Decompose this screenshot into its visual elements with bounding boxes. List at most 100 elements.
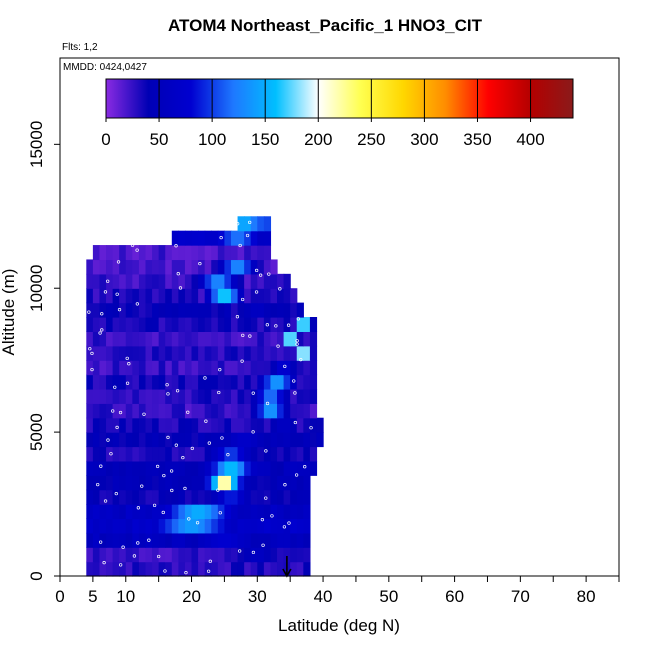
heatmap-cell bbox=[244, 460, 252, 476]
sample-point bbox=[283, 483, 287, 487]
heatmap-cell bbox=[178, 230, 186, 246]
heatmap-cell bbox=[158, 432, 166, 448]
heatmap-cell bbox=[158, 532, 166, 548]
heatmap-cell bbox=[86, 432, 94, 448]
heatmap-cell bbox=[92, 388, 101, 404]
heatmap-cell bbox=[92, 504, 101, 520]
heatmap-cell bbox=[237, 417, 245, 433]
heatmap-cell bbox=[145, 475, 153, 491]
heatmap-cell bbox=[198, 374, 206, 390]
heatmap-cell bbox=[250, 302, 258, 318]
heatmap-cell bbox=[250, 374, 258, 390]
heatmap-cell bbox=[224, 273, 232, 289]
heatmap-cell bbox=[178, 317, 186, 332]
sample-point bbox=[142, 412, 146, 416]
y-axis: 0 5000 10000 15000 bbox=[27, 121, 60, 581]
heatmap-cell bbox=[158, 388, 166, 404]
sample-point bbox=[219, 235, 223, 240]
heatmap-cell bbox=[198, 331, 206, 347]
heatmap-cell bbox=[132, 460, 140, 476]
heatmap-cell bbox=[198, 432, 206, 448]
heatmap-cell bbox=[106, 259, 114, 275]
heatmap-cell bbox=[257, 403, 265, 419]
heatmap-cell bbox=[99, 273, 107, 289]
heatmap-cell bbox=[270, 532, 278, 548]
heatmap-cell bbox=[283, 446, 291, 462]
y-tick-label: 10000 bbox=[27, 265, 46, 312]
heatmap-cell bbox=[270, 518, 278, 534]
sample-point bbox=[114, 491, 118, 496]
heatmap-cell bbox=[125, 273, 133, 289]
heatmap-cell bbox=[277, 446, 285, 462]
heatmap-cell bbox=[237, 245, 245, 261]
heatmap-cell bbox=[125, 331, 133, 347]
heatmap-cell bbox=[217, 273, 226, 289]
heatmap-cell bbox=[152, 460, 160, 476]
sample-point bbox=[240, 359, 244, 363]
heatmap-cell bbox=[257, 331, 265, 347]
heatmap-cell bbox=[198, 245, 206, 261]
sample-point bbox=[115, 292, 119, 296]
heatmap-cell bbox=[230, 230, 239, 246]
heatmap-cell bbox=[217, 374, 226, 390]
heatmap-cell bbox=[171, 360, 179, 376]
heatmap-cell bbox=[290, 331, 298, 347]
heatmap-cell bbox=[112, 374, 120, 390]
heatmap-cell bbox=[86, 317, 94, 332]
heatmap-cell bbox=[230, 245, 239, 261]
heatmap-cell bbox=[86, 561, 94, 577]
heatmap-cell bbox=[237, 216, 245, 232]
heatmap-cell bbox=[125, 460, 133, 476]
heatmap-cell bbox=[211, 374, 219, 390]
sample-point bbox=[251, 550, 256, 555]
heatmap-cell bbox=[290, 475, 298, 491]
heatmap-cell bbox=[230, 374, 239, 390]
heatmap-cell bbox=[270, 273, 278, 289]
heatmap-cell bbox=[211, 360, 219, 376]
heatmap-cell bbox=[184, 302, 193, 318]
heatmap-cell bbox=[99, 475, 107, 491]
x-tick-label: 60 bbox=[445, 587, 464, 606]
heatmap-cell bbox=[165, 403, 173, 419]
sample-point bbox=[261, 543, 265, 547]
heatmap-cell bbox=[171, 302, 179, 318]
heatmap-cell bbox=[198, 273, 206, 289]
sample-point bbox=[100, 312, 104, 316]
heatmap-cell bbox=[204, 518, 212, 534]
colorbar-tick-label: 200 bbox=[304, 130, 332, 149]
heatmap-cell bbox=[165, 360, 173, 376]
sample-point bbox=[206, 569, 211, 573]
heatmap-cell bbox=[211, 317, 219, 332]
heatmap-cell bbox=[152, 374, 160, 390]
heatmap-cell bbox=[165, 489, 173, 505]
heatmap-cell bbox=[145, 288, 153, 304]
sample-point bbox=[118, 410, 123, 415]
heatmap-cell bbox=[138, 317, 147, 332]
heatmap-cell bbox=[309, 417, 318, 433]
y-axis-label: Altitude (m) bbox=[0, 269, 18, 356]
heatmap-cell bbox=[145, 561, 153, 577]
x-axis: 0 5 10 20 30 40 50 60 70 80 bbox=[55, 576, 620, 606]
sample-point bbox=[254, 268, 259, 273]
heatmap-cell bbox=[263, 273, 272, 289]
heatmap-cell bbox=[119, 518, 127, 534]
heatmap-cell bbox=[224, 460, 232, 476]
heatmap-cell bbox=[283, 273, 291, 289]
sample-point bbox=[264, 449, 268, 453]
heatmap-cell bbox=[250, 460, 258, 476]
heatmap-cell bbox=[99, 460, 107, 476]
heatmap-cell bbox=[132, 388, 140, 404]
heatmap-cell bbox=[171, 446, 179, 462]
heatmap-cell bbox=[250, 345, 258, 361]
heatmap-cell bbox=[119, 532, 127, 548]
heatmap-cell bbox=[106, 245, 114, 261]
heatmap-cell bbox=[132, 489, 140, 505]
heatmap-cell bbox=[158, 245, 166, 261]
heatmap-cell bbox=[204, 475, 212, 491]
heatmap-cell bbox=[244, 388, 252, 404]
sample-point bbox=[292, 379, 296, 383]
heatmap-cell bbox=[86, 302, 94, 318]
sample-point bbox=[103, 290, 108, 294]
heatmap-cell bbox=[244, 374, 252, 390]
heatmap-cell bbox=[178, 331, 186, 347]
